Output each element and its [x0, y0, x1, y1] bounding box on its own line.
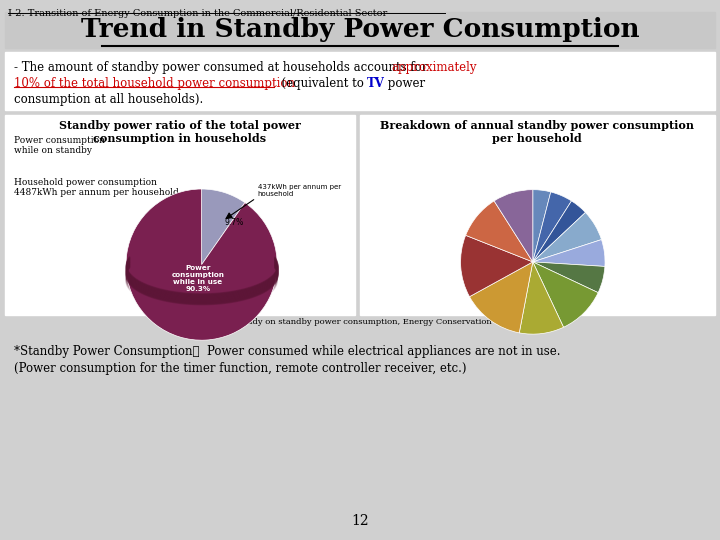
Polygon shape: [126, 241, 277, 299]
Wedge shape: [533, 262, 598, 327]
Text: TV: TV: [367, 77, 385, 90]
Polygon shape: [126, 251, 277, 308]
Wedge shape: [466, 201, 533, 262]
Bar: [5, 12, 715, 48]
Bar: [360, 149, 715, 315]
Polygon shape: [126, 240, 277, 298]
Text: Power
consumption
while in use
90.3%: Power consumption while in use 90.3%: [171, 265, 225, 292]
Wedge shape: [533, 201, 585, 262]
Text: - The amount of standby power consumed at households accounts for: - The amount of standby power consumed a…: [14, 61, 431, 74]
Wedge shape: [494, 190, 533, 262]
Text: 437kWh per annum per
household: 437kWh per annum per household: [258, 184, 341, 197]
Wedge shape: [126, 189, 277, 340]
Polygon shape: [126, 237, 277, 295]
Text: (Power consumption for the timer function, remote controller receiver, etc.): (Power consumption for the timer functio…: [14, 362, 467, 375]
Text: Source: FY2007 study on standby power consumption, Energy Conservation Center, J: Source: FY2007 study on standby power co…: [168, 318, 552, 326]
Text: Breakdown of annual standby power consumption
per household: Breakdown of annual standby power consum…: [380, 120, 694, 144]
Wedge shape: [519, 262, 564, 334]
Wedge shape: [533, 240, 605, 266]
Bar: [5, 149, 355, 315]
Text: 12: 12: [351, 514, 369, 528]
Wedge shape: [533, 192, 572, 262]
Wedge shape: [469, 262, 533, 333]
Wedge shape: [461, 235, 533, 296]
Polygon shape: [126, 249, 277, 307]
Bar: [5, 52, 715, 110]
Wedge shape: [533, 212, 601, 262]
Text: Household power consumption
4487kWh per annum per household: Household power consumption 4487kWh per …: [14, 178, 179, 198]
Wedge shape: [533, 262, 605, 293]
Polygon shape: [126, 244, 277, 301]
Text: Power consumption
while on standby: Power consumption while on standby: [14, 136, 105, 156]
Polygon shape: [126, 245, 277, 303]
Text: consumption at all households).: consumption at all households).: [14, 93, 203, 106]
Polygon shape: [126, 247, 277, 304]
Text: I-2. Transition of Energy Consumption in the Commercial/Residential Sector: I-2. Transition of Energy Consumption in…: [8, 9, 387, 18]
Text: 9.7%: 9.7%: [225, 218, 243, 227]
Text: 10% of the total household power consumption: 10% of the total household power consump…: [14, 77, 295, 90]
Polygon shape: [126, 239, 277, 296]
Wedge shape: [202, 189, 245, 265]
Bar: [5, 115, 355, 149]
Text: Standby power ratio of the total power
consumption in households: Standby power ratio of the total power c…: [59, 120, 301, 144]
Polygon shape: [126, 252, 277, 309]
Bar: [360, 115, 715, 149]
Text: *Standby Power Consumption：  Power consumed while electrical appliances are not : *Standby Power Consumption： Power consum…: [14, 345, 560, 358]
Text: power: power: [384, 77, 425, 90]
Wedge shape: [533, 190, 551, 262]
Text: Trend in Standby Power Consumption: Trend in Standby Power Consumption: [81, 17, 639, 43]
Text: (equivalent to: (equivalent to: [274, 77, 368, 90]
Polygon shape: [126, 248, 277, 306]
Text: approximately: approximately: [391, 61, 477, 74]
Polygon shape: [126, 242, 277, 300]
